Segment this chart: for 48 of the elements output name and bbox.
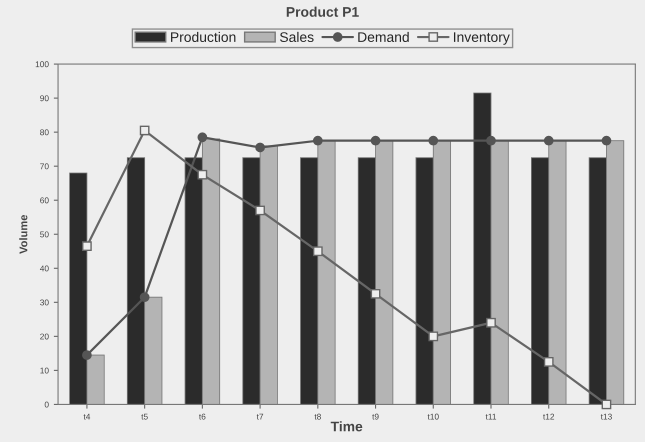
y-tick-label: 100: [36, 61, 49, 68]
point: [602, 136, 612, 146]
x-tick-label: t6: [199, 414, 206, 420]
x-tick-label: t12: [543, 414, 554, 420]
y-axis-title: Volume: [19, 214, 28, 254]
legend-label: Sales: [280, 32, 314, 42]
y-tick-label: 0: [44, 402, 49, 408]
point: [370, 136, 380, 146]
legend-label: Production: [171, 32, 236, 42]
point: [140, 126, 150, 136]
y-tick-label: 10: [40, 368, 49, 374]
y-tick-label: 90: [40, 95, 49, 102]
point: [82, 350, 92, 360]
y-tick-label: 60: [40, 197, 49, 204]
x-axis-title: Time: [330, 421, 362, 432]
x-tick-label: t8: [314, 414, 321, 420]
y-tick-label: 20: [40, 334, 49, 340]
point: [198, 170, 208, 180]
y-tick-label: 50: [40, 231, 49, 238]
point: [544, 136, 554, 146]
x-tick-label: t9: [372, 414, 379, 420]
x-tick-label: t11: [486, 414, 496, 420]
point: [312, 136, 323, 146]
point: [82, 241, 92, 252]
x-tick-label: t10: [428, 414, 439, 420]
point: [370, 288, 380, 299]
x-tick-label: t5: [141, 414, 148, 420]
point: [544, 357, 554, 367]
chart-title: Product P1: [286, 6, 359, 17]
point: [198, 132, 208, 142]
point: [428, 332, 438, 342]
point: [140, 292, 150, 302]
y-tick-label: 30: [40, 300, 49, 306]
legend-label: Inventory: [454, 32, 510, 45]
point: [602, 400, 612, 410]
x-tick-label: t13: [600, 414, 612, 420]
point: [255, 142, 265, 152]
y-tick-label: 80: [40, 129, 49, 136]
y-tick-label: 40: [40, 265, 49, 272]
x-tick-label: t7: [256, 414, 264, 420]
point: [312, 246, 323, 256]
point: [428, 136, 438, 146]
legend-label: Demand: [358, 32, 409, 42]
x-tick-label: t4: [84, 414, 90, 420]
point: [486, 136, 496, 146]
point: [486, 318, 496, 328]
y-tick-label: 70: [40, 163, 49, 170]
point: [255, 206, 265, 216]
